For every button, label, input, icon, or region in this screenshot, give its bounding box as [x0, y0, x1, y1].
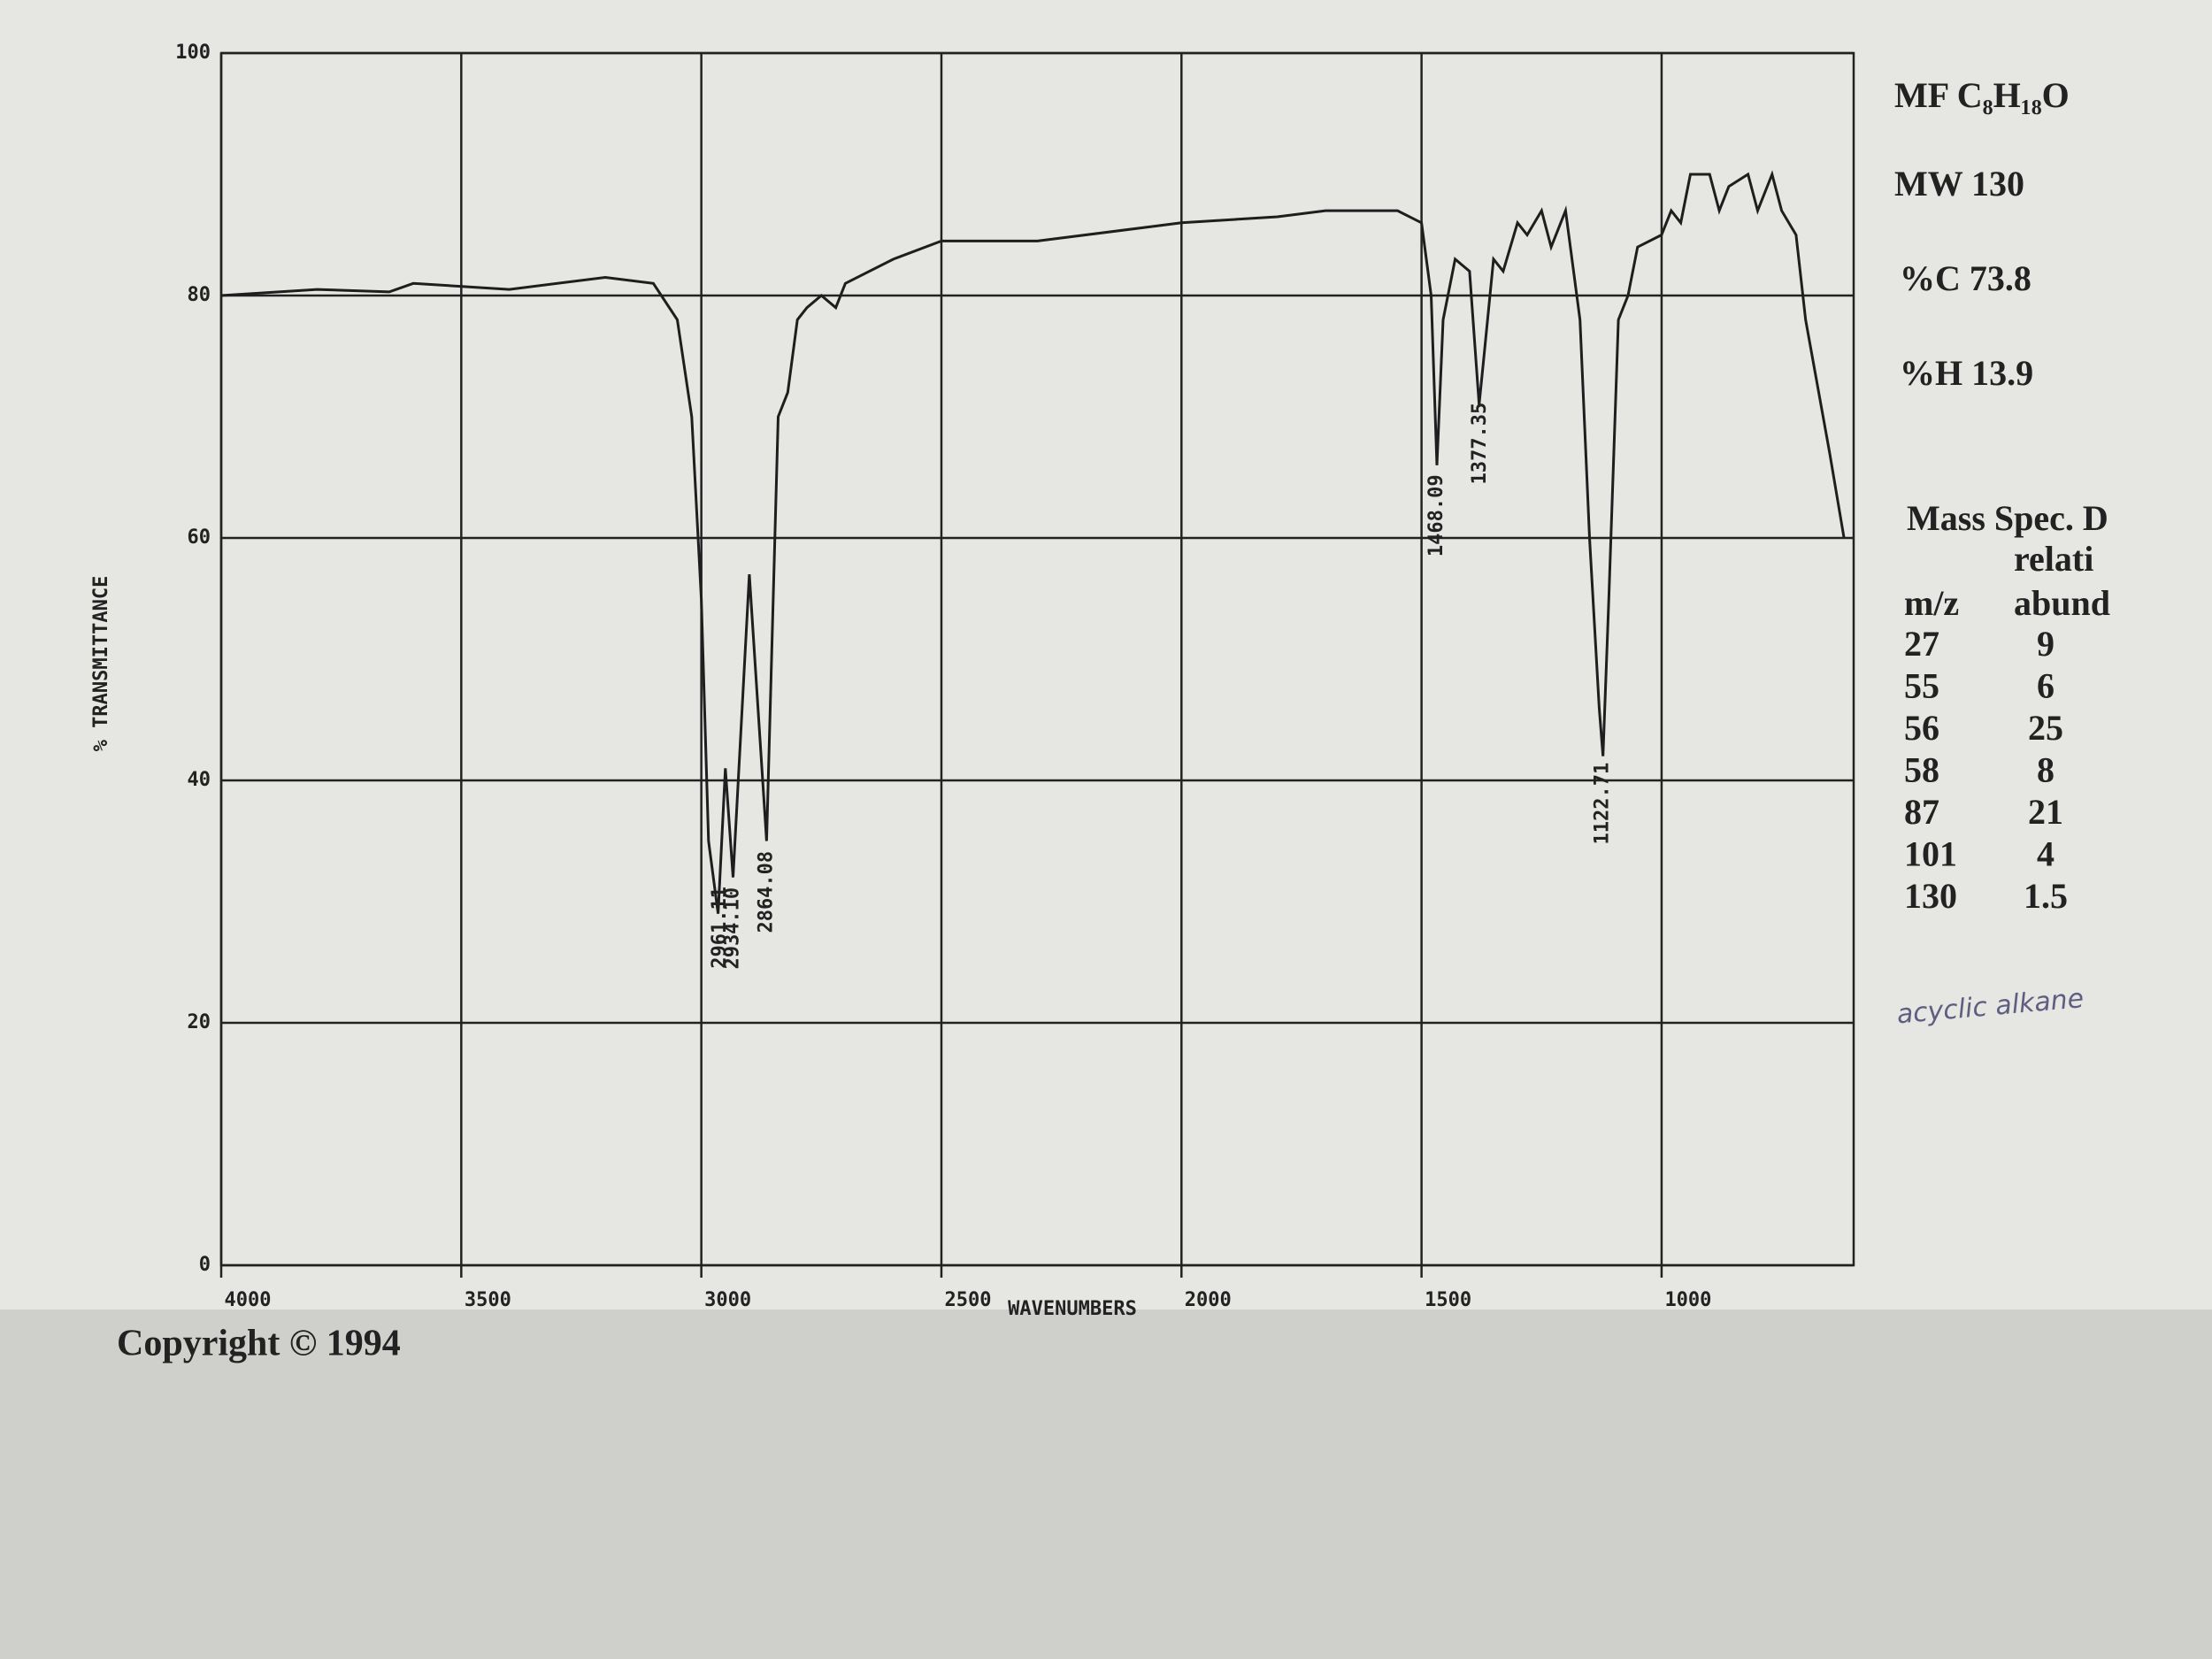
- peak-label: 1122.71: [1591, 763, 1613, 845]
- y-tick-label: 0: [199, 1254, 211, 1276]
- spectrum-line: [220, 170, 1846, 914]
- mass-spec-header: m/z: [1904, 583, 1959, 623]
- mass-spec-abundance: 9: [2037, 624, 2055, 664]
- x-tick-label: 3500: [465, 1289, 511, 1311]
- copyright: Copyright © 1994: [117, 1324, 401, 1364]
- x-tick-label: 2000: [1185, 1289, 1232, 1311]
- peak-label: 2864.08: [755, 851, 777, 933]
- weight: MW 130: [1894, 164, 2024, 204]
- mass-spec-header: relati: [2014, 539, 2093, 579]
- peak-label: 2961.11: [709, 887, 731, 969]
- y-tick-label: 40: [188, 769, 211, 791]
- mass-spec-mz: 27: [1904, 624, 1939, 664]
- x-axis-label: WAVENUMBERS: [1008, 1298, 1137, 1320]
- x-tick-label: 3000: [704, 1289, 751, 1311]
- x-tick-label: 1000: [1664, 1289, 1711, 1311]
- mass-spec-mz: 87: [1904, 792, 1939, 832]
- y-tick-label: 20: [188, 1011, 211, 1033]
- mass-spec-header: abund: [2014, 583, 2110, 623]
- mass-spec-title: Mass Spec. D: [1907, 498, 2108, 538]
- x-tick-label: 4000: [225, 1289, 272, 1311]
- x-tick-label: 2500: [944, 1289, 991, 1311]
- shadow: [0, 1310, 2212, 1659]
- mass-spec-abundance: 21: [2028, 792, 2063, 832]
- x-tick-label: 1500: [1425, 1289, 1471, 1311]
- peak-label: 1377.35: [1469, 403, 1491, 485]
- mass-spec-mz: 56: [1904, 708, 1939, 748]
- mass-spec-abundance: 6: [2037, 666, 2055, 706]
- y-axis-label: % TRANSMITTANCE: [90, 576, 112, 752]
- y-tick-label: 60: [188, 526, 211, 549]
- formula: MF C₈H₁₈O: [1894, 75, 2070, 115]
- mass-spec-mz: 58: [1904, 750, 1939, 790]
- mass-spec-abundance: 4: [2037, 834, 2055, 874]
- mass-spec-abundance: 25: [2028, 708, 2063, 748]
- mass-spec-abundance: 1.5: [2024, 876, 2068, 916]
- mass-spec-mz: 55: [1904, 666, 1939, 706]
- y-tick-label: 80: [188, 284, 211, 306]
- hydrogen: %H 13.9: [1900, 353, 2033, 393]
- carbon: %C 73.8: [1900, 258, 2032, 298]
- mass-spec-mz: 101: [1904, 834, 1957, 874]
- mass-spec-mz: 130: [1904, 876, 1957, 916]
- peak-label: 2934.10: [721, 887, 743, 970]
- peak-label: 1468.09: [1425, 474, 1448, 557]
- y-tick-label: 100: [175, 42, 211, 64]
- mass-spec-abundance: 8: [2037, 750, 2055, 790]
